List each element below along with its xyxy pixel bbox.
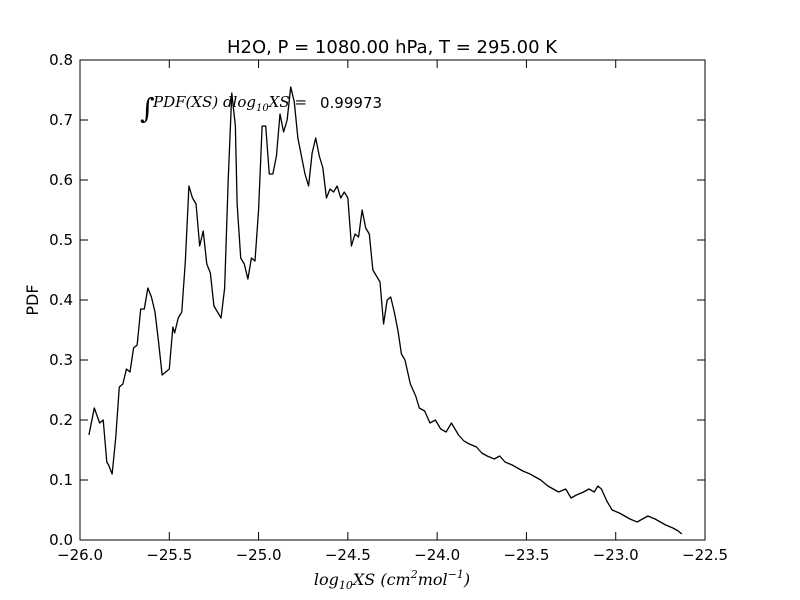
x-tick-label: −23.0 bbox=[593, 546, 639, 564]
x-tick-label: −24.0 bbox=[414, 546, 460, 564]
x-tick-label: −26.0 bbox=[57, 546, 103, 564]
svg-text:∫: ∫ bbox=[140, 92, 155, 125]
y-tick-label: 0.1 bbox=[49, 471, 73, 489]
x-tick-label: −24.5 bbox=[325, 546, 371, 564]
y-tick-label: 0.8 bbox=[49, 51, 73, 69]
y-tick-label: 0.5 bbox=[49, 231, 73, 249]
integral-annotation: ∫ PDF(XS) dlog10XS = 0.99973 bbox=[140, 92, 382, 125]
y-tick-label: 0.6 bbox=[49, 171, 73, 189]
x-tick-label: −23.5 bbox=[503, 546, 549, 564]
x-tick-label: −25.0 bbox=[236, 546, 282, 564]
y-tick-label: 0.4 bbox=[49, 291, 73, 309]
y-tick-label: 0.3 bbox=[49, 351, 73, 369]
x-tick-label: −25.5 bbox=[146, 546, 192, 564]
chart-title: H2O, P = 1080.00 hPa, T = 295.00 K bbox=[227, 37, 558, 58]
pdf-series-line bbox=[88, 86, 683, 535]
integral-value: 0.99973 bbox=[320, 94, 382, 112]
plot-frame bbox=[79, 59, 706, 541]
y-tick-label: 0.2 bbox=[49, 411, 73, 429]
y-axis-label: PDF bbox=[23, 284, 42, 315]
svg-text:PDF(XS) dlog10XS =: PDF(XS) dlog10XS = bbox=[152, 93, 307, 114]
y-axis-ticks: 0.0 0.1 0.2 0.3 0.4 0.5 0.6 0.7 0.8 bbox=[49, 51, 705, 549]
x-axis-ticks: −26.0 −25.5 −25.0 −24.5 −24.0 −23.5 −23.0 −22.5 bbox=[57, 60, 728, 564]
y-tick-label: 0.0 bbox=[49, 531, 73, 549]
y-tick-label: 0.7 bbox=[49, 111, 73, 129]
x-tick-label: −22.5 bbox=[682, 546, 728, 564]
x-axis-label: log10XS (cm2mol−1) bbox=[314, 568, 470, 592]
